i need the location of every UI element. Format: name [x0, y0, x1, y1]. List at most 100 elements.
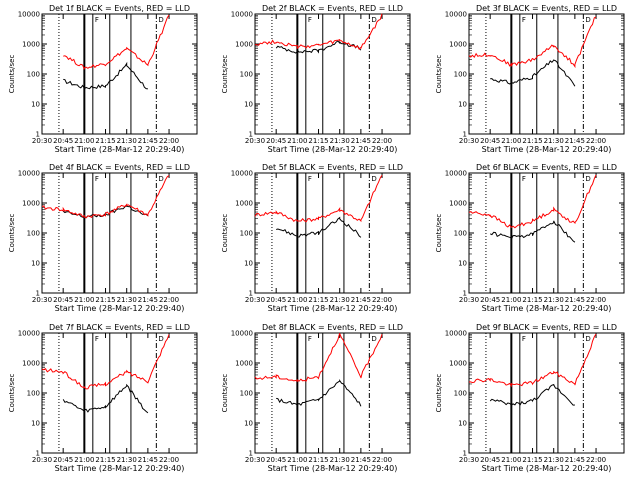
flag-letter: F	[308, 16, 312, 24]
x-tick-label: 21:30	[330, 296, 350, 304]
x-tick-label: 22:00	[372, 137, 392, 145]
plot-frame	[468, 332, 625, 454]
x-tick-label: 21:00	[74, 137, 94, 145]
y-tick-label: 10000	[18, 11, 40, 19]
y-tick-label: 10000	[445, 11, 467, 19]
y-tick-label: 10	[458, 101, 467, 109]
series-lld	[41, 175, 170, 219]
x-axis-label: Start Time (28-Mar-12 20:29:40)	[482, 464, 612, 473]
flag-letter: D	[585, 175, 590, 183]
x-tick-label: 21:45	[351, 137, 371, 145]
plot-frame	[41, 13, 198, 135]
y-tick-label: 1000	[22, 200, 40, 208]
flag-letter: F	[522, 335, 526, 343]
x-tick-label: 20:45	[266, 456, 286, 464]
y-tick-label: 10000	[445, 170, 467, 178]
y-axis-label: Counts/sec	[8, 374, 16, 413]
y-tick-label: 1	[463, 450, 467, 458]
x-tick-label: 21:00	[501, 296, 521, 304]
series-lld	[468, 333, 597, 388]
x-tick-label: 20:30	[32, 456, 52, 464]
x-tick-label: 20:45	[53, 137, 73, 145]
panel-title: Det 2f BLACK = Events, RED = LLD	[262, 4, 403, 13]
x-tick-label: 20:30	[459, 296, 479, 304]
x-tick-label: 21:30	[544, 456, 564, 464]
y-tick-label: 1	[36, 131, 40, 139]
y-axis-label: Counts/sec	[221, 55, 229, 94]
y-tick-label: 100	[27, 230, 40, 238]
y-tick-label: 1000	[22, 360, 40, 368]
x-tick-label: 20:30	[245, 296, 265, 304]
y-tick-label: 1000	[449, 41, 467, 49]
x-tick-label: 20:30	[459, 137, 479, 145]
plot-frame	[254, 13, 411, 135]
y-tick-label: 10	[31, 260, 40, 268]
y-tick-label: 1	[36, 290, 40, 298]
plot-frame	[468, 172, 625, 294]
panel-det-5: Det 5f BLACK = Events, RED = LLD 1 10 100 10…	[221, 163, 411, 313]
x-tick-label: 21:30	[117, 296, 137, 304]
y-tick-label: 10	[458, 260, 467, 268]
x-tick-label: 21:15	[522, 296, 542, 304]
plot-frame	[41, 172, 198, 294]
x-axis-label: Start Time (28-Mar-12 20:29:40)	[55, 464, 185, 473]
y-tick-label: 100	[240, 71, 253, 79]
x-tick-label: 20:45	[266, 137, 286, 145]
series-events	[276, 216, 362, 238]
flag-letter: D	[585, 16, 590, 24]
series-lld	[63, 14, 170, 70]
x-tick-label: 21:30	[330, 137, 350, 145]
y-tick-label: 100	[27, 390, 40, 398]
x-tick-label: 22:00	[159, 137, 179, 145]
flag-letter: F	[308, 335, 312, 343]
y-tick-label: 1	[463, 131, 467, 139]
panel-title: Det 6f BLACK = Events, RED = LLD	[476, 163, 617, 172]
x-tick-label: 21:30	[544, 296, 564, 304]
y-tick-label: 100	[454, 390, 467, 398]
x-tick-label: 20:45	[53, 296, 73, 304]
series-events	[275, 40, 362, 54]
series-lld	[254, 13, 383, 50]
x-tick-label: 21:00	[501, 456, 521, 464]
y-axis-label: Counts/sec	[435, 374, 443, 413]
y-tick-label: 1000	[449, 200, 467, 208]
x-axis-label: Start Time (28-Mar-12 20:29:40)	[482, 304, 612, 313]
x-tick-label: 21:45	[351, 296, 371, 304]
series-lld	[254, 175, 383, 223]
panel-title: Det 8f BLACK = Events, RED = LLD	[262, 323, 403, 332]
panel-det-6: Det 6f BLACK = Events, RED = LLD 1 10 100 10…	[435, 163, 625, 313]
x-tick-label: 21:15	[95, 296, 115, 304]
x-tick-label: 20:45	[480, 456, 500, 464]
panel-title: Det 1f BLACK = Events, RED = LLD	[49, 4, 190, 13]
y-tick-label: 1000	[449, 360, 467, 368]
plot-frame	[254, 172, 411, 294]
x-tick-label: 20:30	[32, 296, 52, 304]
y-tick-label: 1	[463, 290, 467, 298]
x-tick-label: 22:00	[586, 137, 606, 145]
panel-det-3: Det 3f BLACK = Events, RED = LLD 1 10 100 10…	[435, 4, 625, 154]
x-tick-label: 21:45	[565, 456, 585, 464]
y-axis-label: Counts/sec	[8, 214, 16, 253]
series-events	[63, 61, 148, 90]
series-lld	[41, 334, 170, 390]
panel-title: Det 5f BLACK = Events, RED = LLD	[262, 163, 403, 172]
x-tick-label: 21:00	[287, 456, 307, 464]
x-tick-label: 21:30	[330, 456, 350, 464]
x-tick-label: 20:45	[480, 296, 500, 304]
x-tick-label: 21:30	[544, 137, 564, 145]
flag-letter: D	[158, 16, 163, 24]
y-tick-label: 100	[454, 230, 467, 238]
x-tick-label: 22:00	[372, 456, 392, 464]
y-tick-label: 1000	[22, 41, 40, 49]
x-tick-label: 21:00	[501, 137, 521, 145]
x-tick-label: 22:00	[372, 296, 392, 304]
y-tick-label: 10000	[231, 330, 253, 338]
flag-letter: F	[522, 16, 526, 24]
y-tick-label: 1	[36, 450, 40, 458]
flag-letter: F	[308, 175, 312, 183]
x-tick-label: 21:15	[95, 456, 115, 464]
y-axis-label: Counts/sec	[221, 374, 229, 413]
panel-det-8: Det 8f BLACK = Events, RED = LLD 1 10 100 10…	[221, 323, 411, 473]
x-tick-label: 21:15	[308, 456, 328, 464]
y-tick-label: 10000	[231, 170, 253, 178]
